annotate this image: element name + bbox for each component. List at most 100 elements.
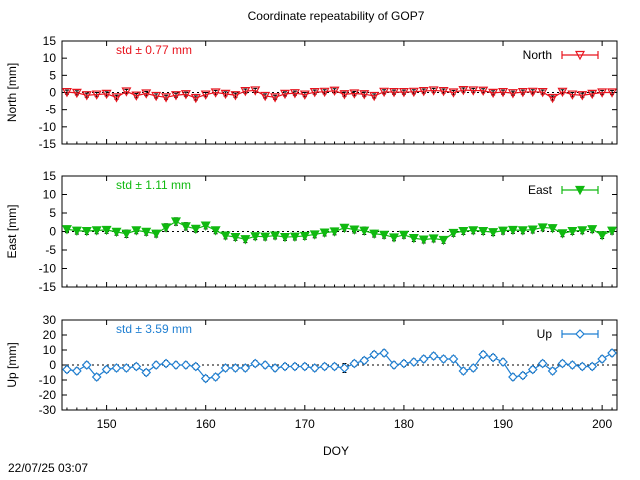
data-point [131, 361, 142, 372]
y-tick-label: 5 [49, 206, 56, 220]
data-point [448, 88, 459, 98]
x-tick-label: 190 [493, 417, 513, 431]
data-point [547, 93, 558, 104]
data-point [408, 87, 419, 98]
data-point [220, 363, 231, 373]
data-point [597, 231, 608, 241]
data-point [359, 90, 370, 100]
legend-marker [575, 50, 585, 61]
data-point [270, 363, 280, 373]
data-point [438, 354, 449, 364]
data-point [399, 358, 409, 369]
std-label: std ± 1.11 mm [116, 178, 191, 192]
y-tick-label: 0 [49, 86, 56, 100]
data-point [448, 228, 459, 239]
data-point [180, 222, 191, 232]
data-point [141, 89, 152, 99]
data-point [260, 91, 271, 102]
data-point [260, 232, 271, 242]
data-point [517, 370, 528, 381]
data-point [200, 373, 211, 384]
data-point [398, 230, 409, 241]
data-point [527, 87, 538, 98]
y-axis-label: North [mm] [5, 63, 19, 122]
data-point [121, 87, 132, 97]
data-point [151, 229, 162, 239]
y-axis-label: Up [mm] [5, 342, 19, 387]
timestamp: 22/07/25 03:07 [8, 461, 89, 475]
legend-marker [575, 185, 585, 196]
data-point [101, 225, 112, 236]
data-point [210, 226, 221, 236]
data-point [161, 358, 171, 369]
data-point [81, 360, 92, 370]
data-point [587, 361, 598, 372]
data-point [161, 223, 172, 233]
data-point [349, 89, 360, 99]
y-tick-label: -20 [39, 388, 57, 402]
data-point [418, 235, 429, 245]
data-point [111, 93, 122, 103]
data-point [587, 225, 598, 235]
data-point [408, 357, 419, 367]
data-point [270, 93, 281, 103]
data-point [428, 234, 439, 244]
data-point [141, 367, 152, 378]
data-point [537, 223, 548, 233]
data-point [230, 91, 241, 101]
data-point [170, 91, 181, 101]
data-point [349, 358, 360, 369]
data-point [210, 372, 221, 382]
data-point [438, 87, 449, 97]
legend-label: East [528, 183, 553, 197]
data-point [508, 372, 518, 382]
data-point [428, 86, 439, 96]
data-point [71, 88, 82, 99]
y-tick-label: -15 [39, 280, 57, 294]
data-point [151, 91, 162, 102]
x-tick-label: 170 [295, 417, 315, 431]
legend-marker [575, 329, 585, 339]
data-point [359, 355, 370, 366]
x-tick-label: 200 [592, 417, 612, 431]
panel-north: -15 -10 -5 0 5 10 15 North [mm] std ± 0.77 mm Nor… [5, 34, 618, 151]
panel-east: -15 -10 -5 0 5 10 15 East [mm] std ± 1.11 mm East [5, 169, 618, 294]
y-tick-label: 0 [49, 358, 56, 372]
y-tick-label: 15 [43, 169, 57, 183]
data-point [607, 226, 618, 237]
data-point [141, 227, 152, 238]
data-point [468, 226, 479, 236]
data-point [220, 231, 231, 241]
data-point [478, 86, 489, 97]
data-point [339, 363, 350, 373]
data-point [567, 227, 578, 237]
data-point [190, 361, 201, 372]
y-tick-label: 20 [43, 328, 57, 342]
data-point [369, 229, 380, 239]
data-point [478, 349, 489, 360]
data-point [91, 90, 102, 100]
data-point [289, 232, 300, 242]
data-point [587, 89, 598, 100]
y-tick-label: 5 [49, 68, 56, 82]
data-point [448, 354, 459, 364]
data-point [567, 360, 578, 370]
data-point [290, 361, 300, 372]
data-point [72, 366, 82, 376]
data-point [389, 88, 400, 98]
data-point [299, 361, 310, 372]
data-point [190, 93, 201, 104]
data-point [230, 232, 241, 243]
data-point [379, 230, 390, 241]
data-point [488, 228, 499, 238]
data-point [181, 360, 191, 370]
data-point [329, 227, 340, 237]
data-point [577, 91, 588, 101]
y-tick-label: -15 [39, 137, 57, 151]
data-point [111, 227, 122, 238]
data-point [250, 232, 261, 242]
data-point [180, 90, 191, 100]
data-point [240, 235, 251, 245]
data-point [309, 230, 320, 240]
data-point [597, 88, 608, 98]
